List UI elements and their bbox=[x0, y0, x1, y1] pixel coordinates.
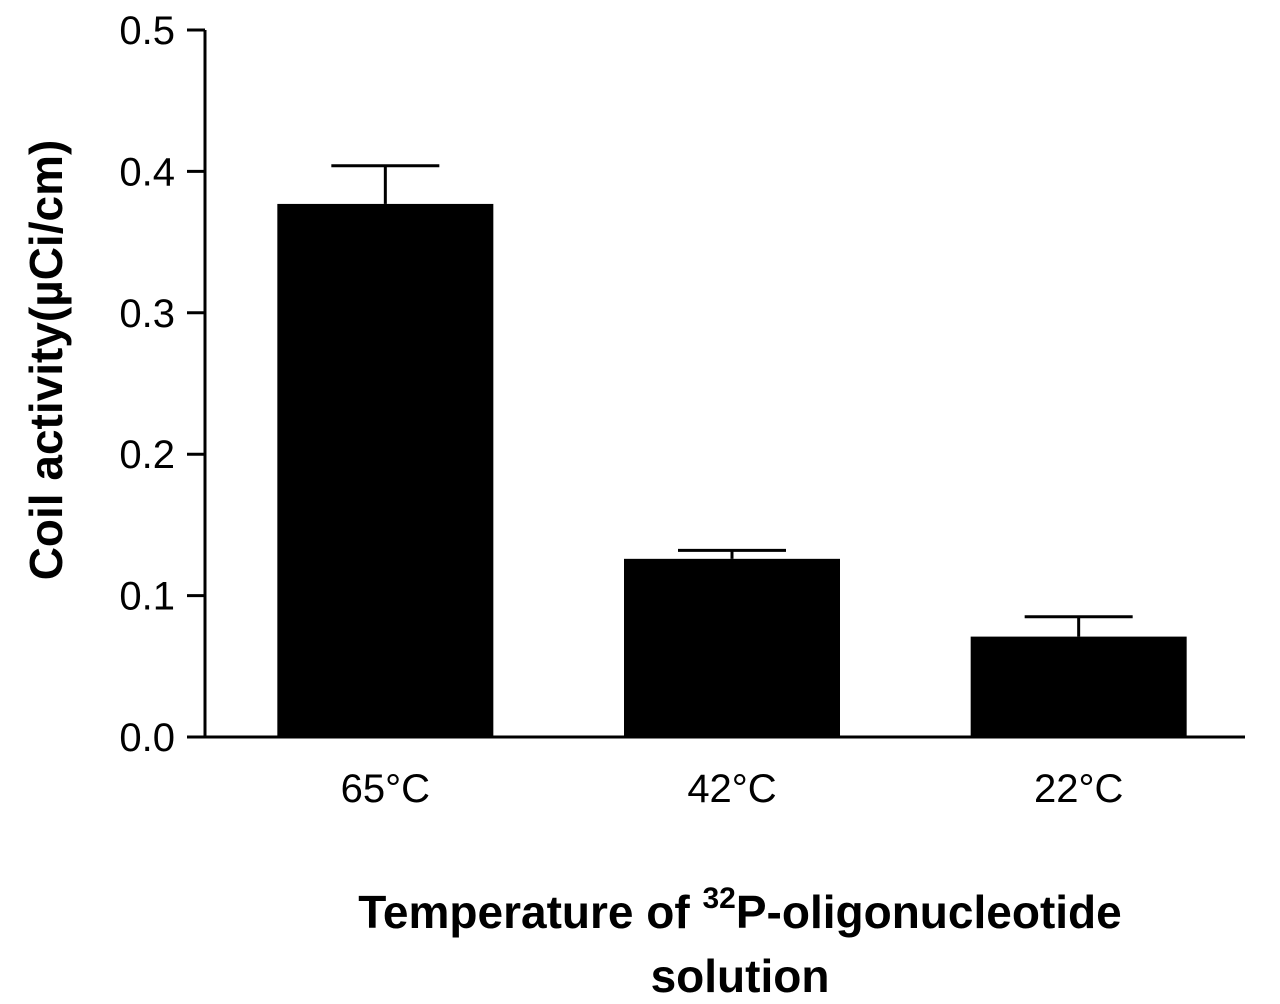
y-tick-label: 0.5 bbox=[119, 9, 175, 53]
x-tick-label: 65°C bbox=[341, 767, 430, 811]
y-tick-label: 0.2 bbox=[119, 433, 175, 477]
y-tick-label: 0.0 bbox=[119, 716, 175, 760]
x-tick-label: 42°C bbox=[687, 767, 776, 811]
error-bars-layer bbox=[331, 164, 1133, 637]
bar bbox=[277, 203, 494, 737]
x-ticks-layer: 65°C 42°C 22°C bbox=[341, 767, 1124, 811]
x-axis-title-prefix: Temperature of bbox=[358, 886, 702, 938]
x-tick-label: 22°C bbox=[1034, 767, 1123, 811]
y-tick-label: 0.4 bbox=[119, 150, 175, 194]
bar bbox=[970, 636, 1187, 737]
y-ticks-layer: 0.0 0.1 0.2 0.3 0.4 0.5 bbox=[119, 9, 205, 760]
bar bbox=[624, 558, 840, 737]
x-axis-title-suffix: P-oligonucleotide bbox=[736, 886, 1122, 938]
x-axis-title-superscript: 32 bbox=[702, 882, 735, 915]
x-axis-title-line2: solution bbox=[651, 950, 830, 1002]
x-axis-title: Temperature of 32P-oligonucleotide bbox=[358, 882, 1121, 938]
y-tick-label: 0.3 bbox=[119, 292, 175, 336]
y-tick-label: 0.1 bbox=[119, 575, 175, 619]
y-axis-title: Coil activity(µCi/cm) bbox=[20, 140, 72, 581]
bars-layer bbox=[277, 203, 1187, 737]
